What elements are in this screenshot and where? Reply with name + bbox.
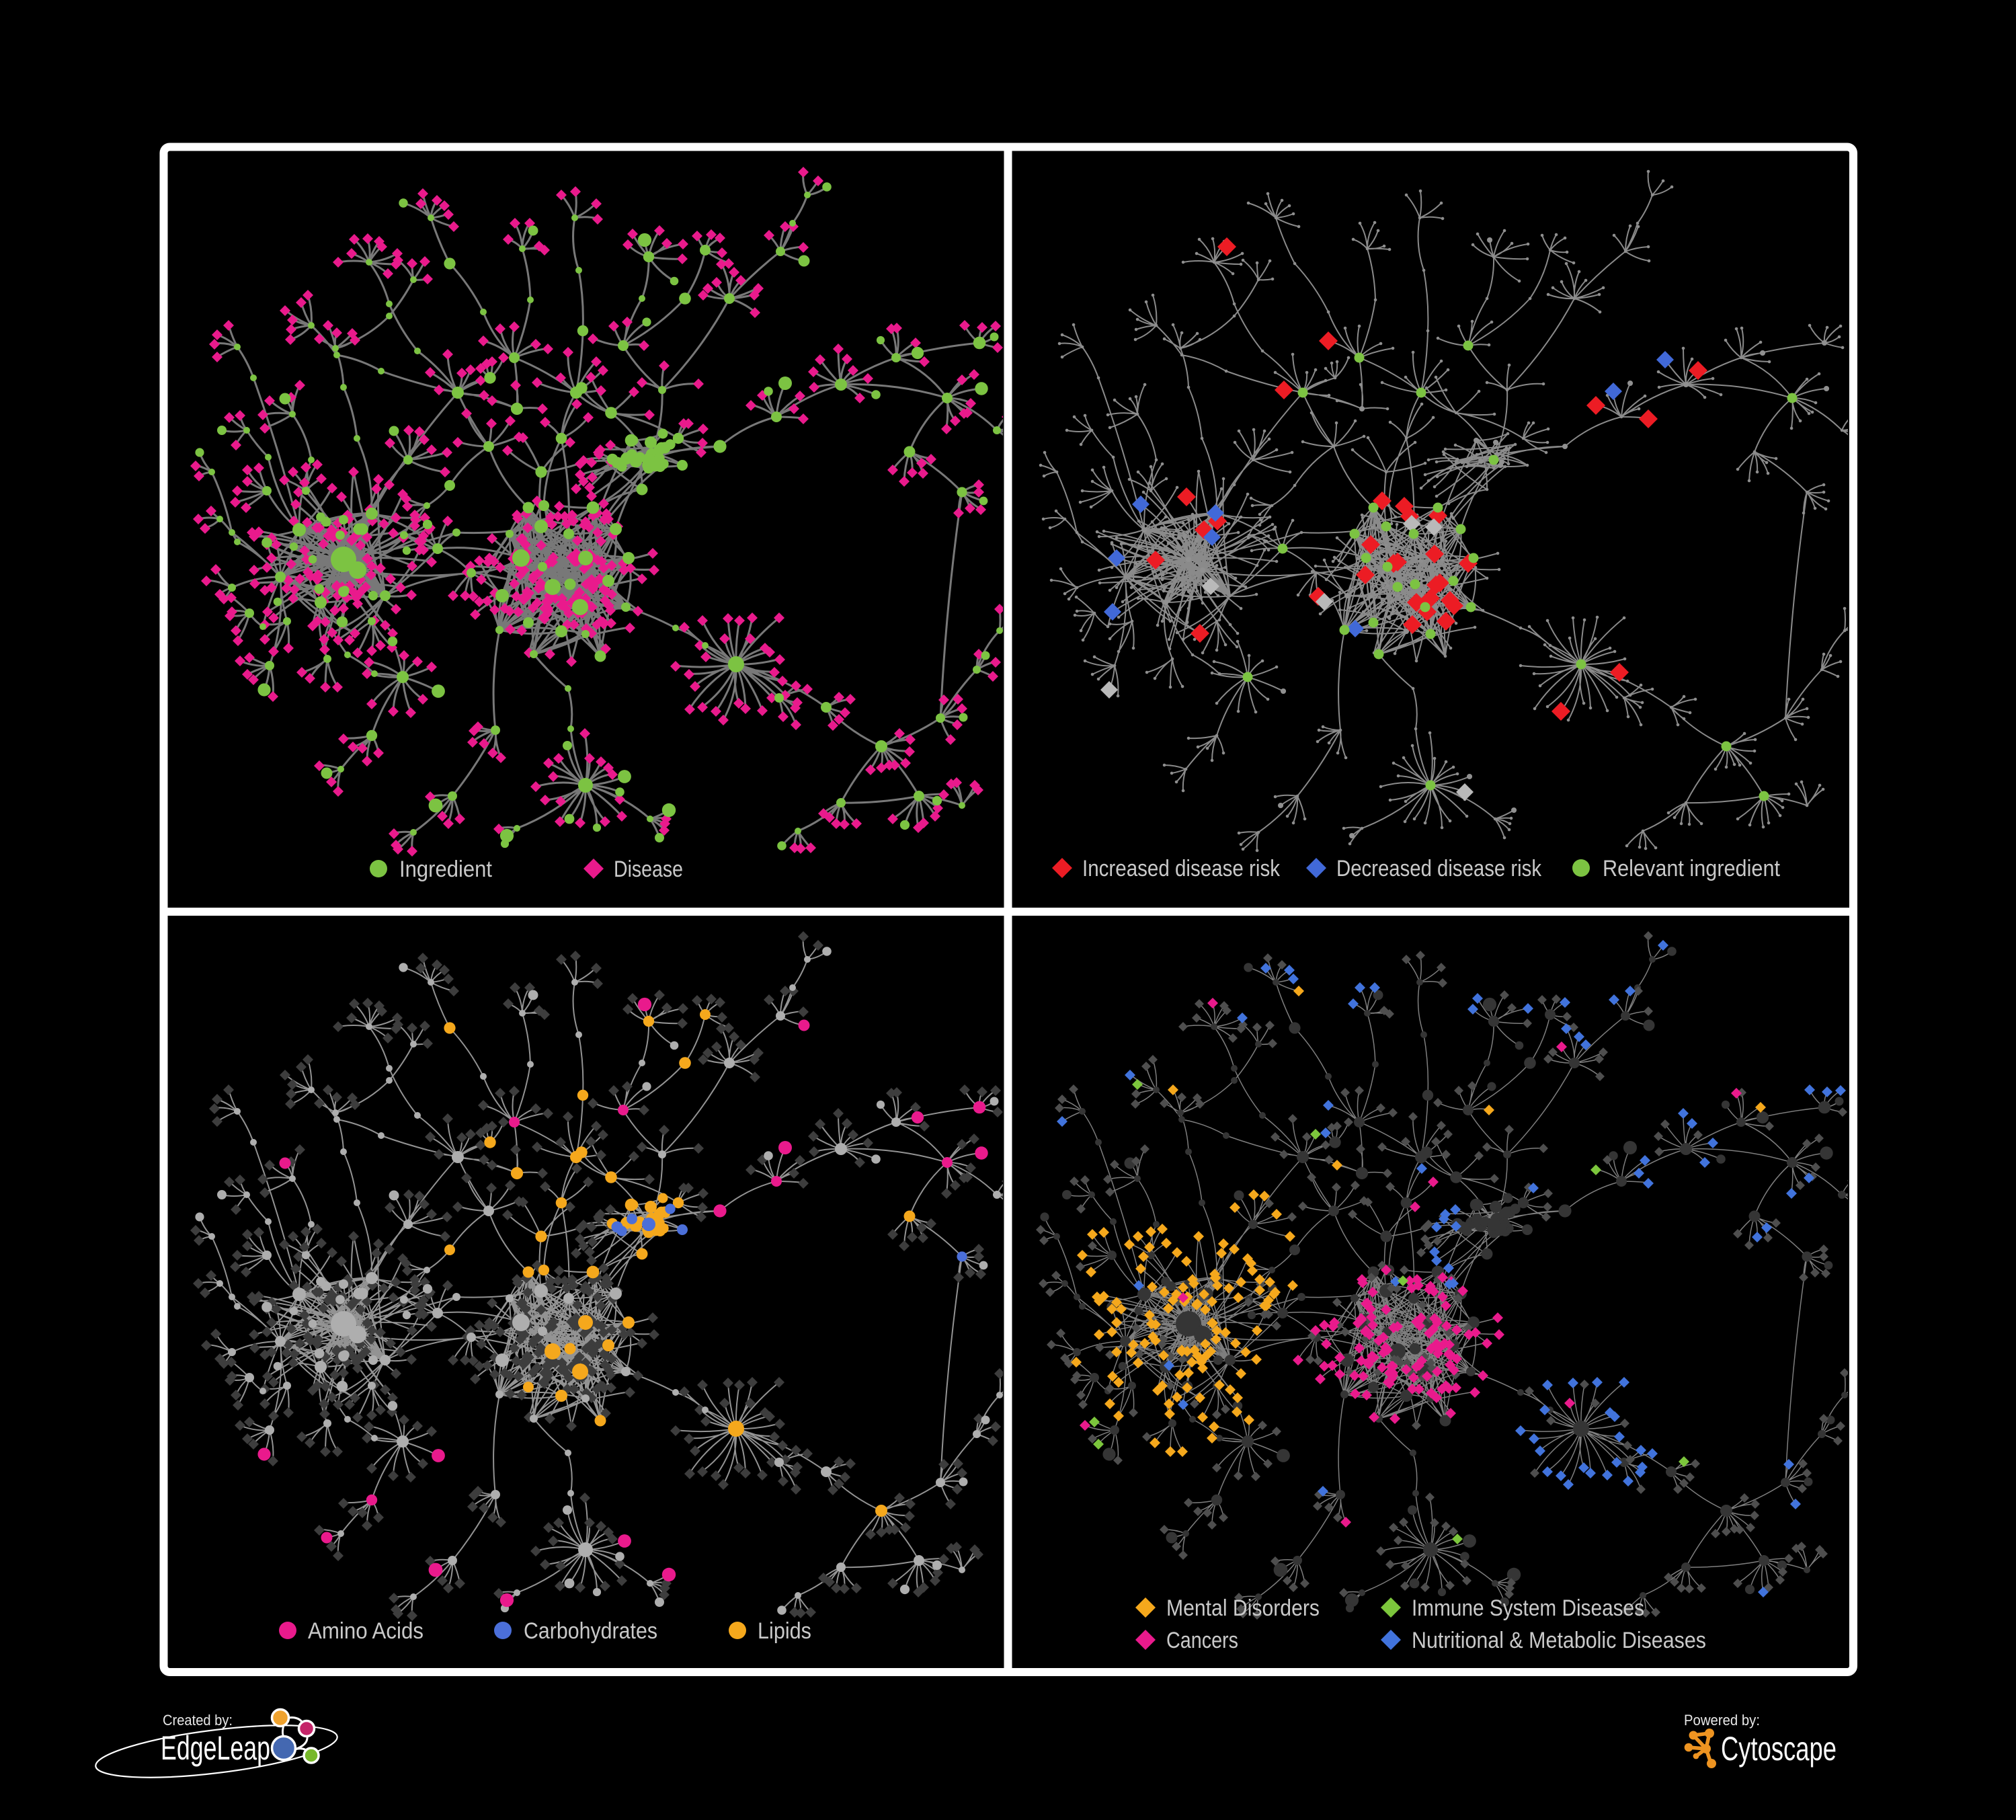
svg-text:Amino Acids: Amino Acids [308, 1618, 424, 1644]
svg-text:Carbohydrates: Carbohydrates [524, 1618, 657, 1644]
svg-text:Mental Disorders: Mental Disorders [1166, 1595, 1320, 1621]
svg-text:Cancers: Cancers [1166, 1628, 1238, 1653]
svg-text:Ingredient: Ingredient [399, 857, 492, 882]
svg-text:Relevant ingredient: Relevant ingredient [1603, 856, 1780, 881]
svg-text:Created by:: Created by: [163, 1712, 233, 1729]
svg-text:Disease: Disease [614, 857, 683, 882]
svg-text:Lipids: Lipids [758, 1618, 811, 1644]
svg-text:Increased disease risk: Increased disease risk [1082, 856, 1281, 881]
svg-text:Cytoscape: Cytoscape [1721, 1730, 1837, 1768]
svg-text:Immune System Diseases: Immune System Diseases [1412, 1595, 1644, 1621]
svg-text:Nutritional & Metabolic Diseas: Nutritional & Metabolic Diseases [1412, 1628, 1706, 1653]
svg-text:Powered by:: Powered by: [1684, 1712, 1760, 1729]
svg-text:Decreased disease risk: Decreased disease risk [1336, 856, 1542, 881]
